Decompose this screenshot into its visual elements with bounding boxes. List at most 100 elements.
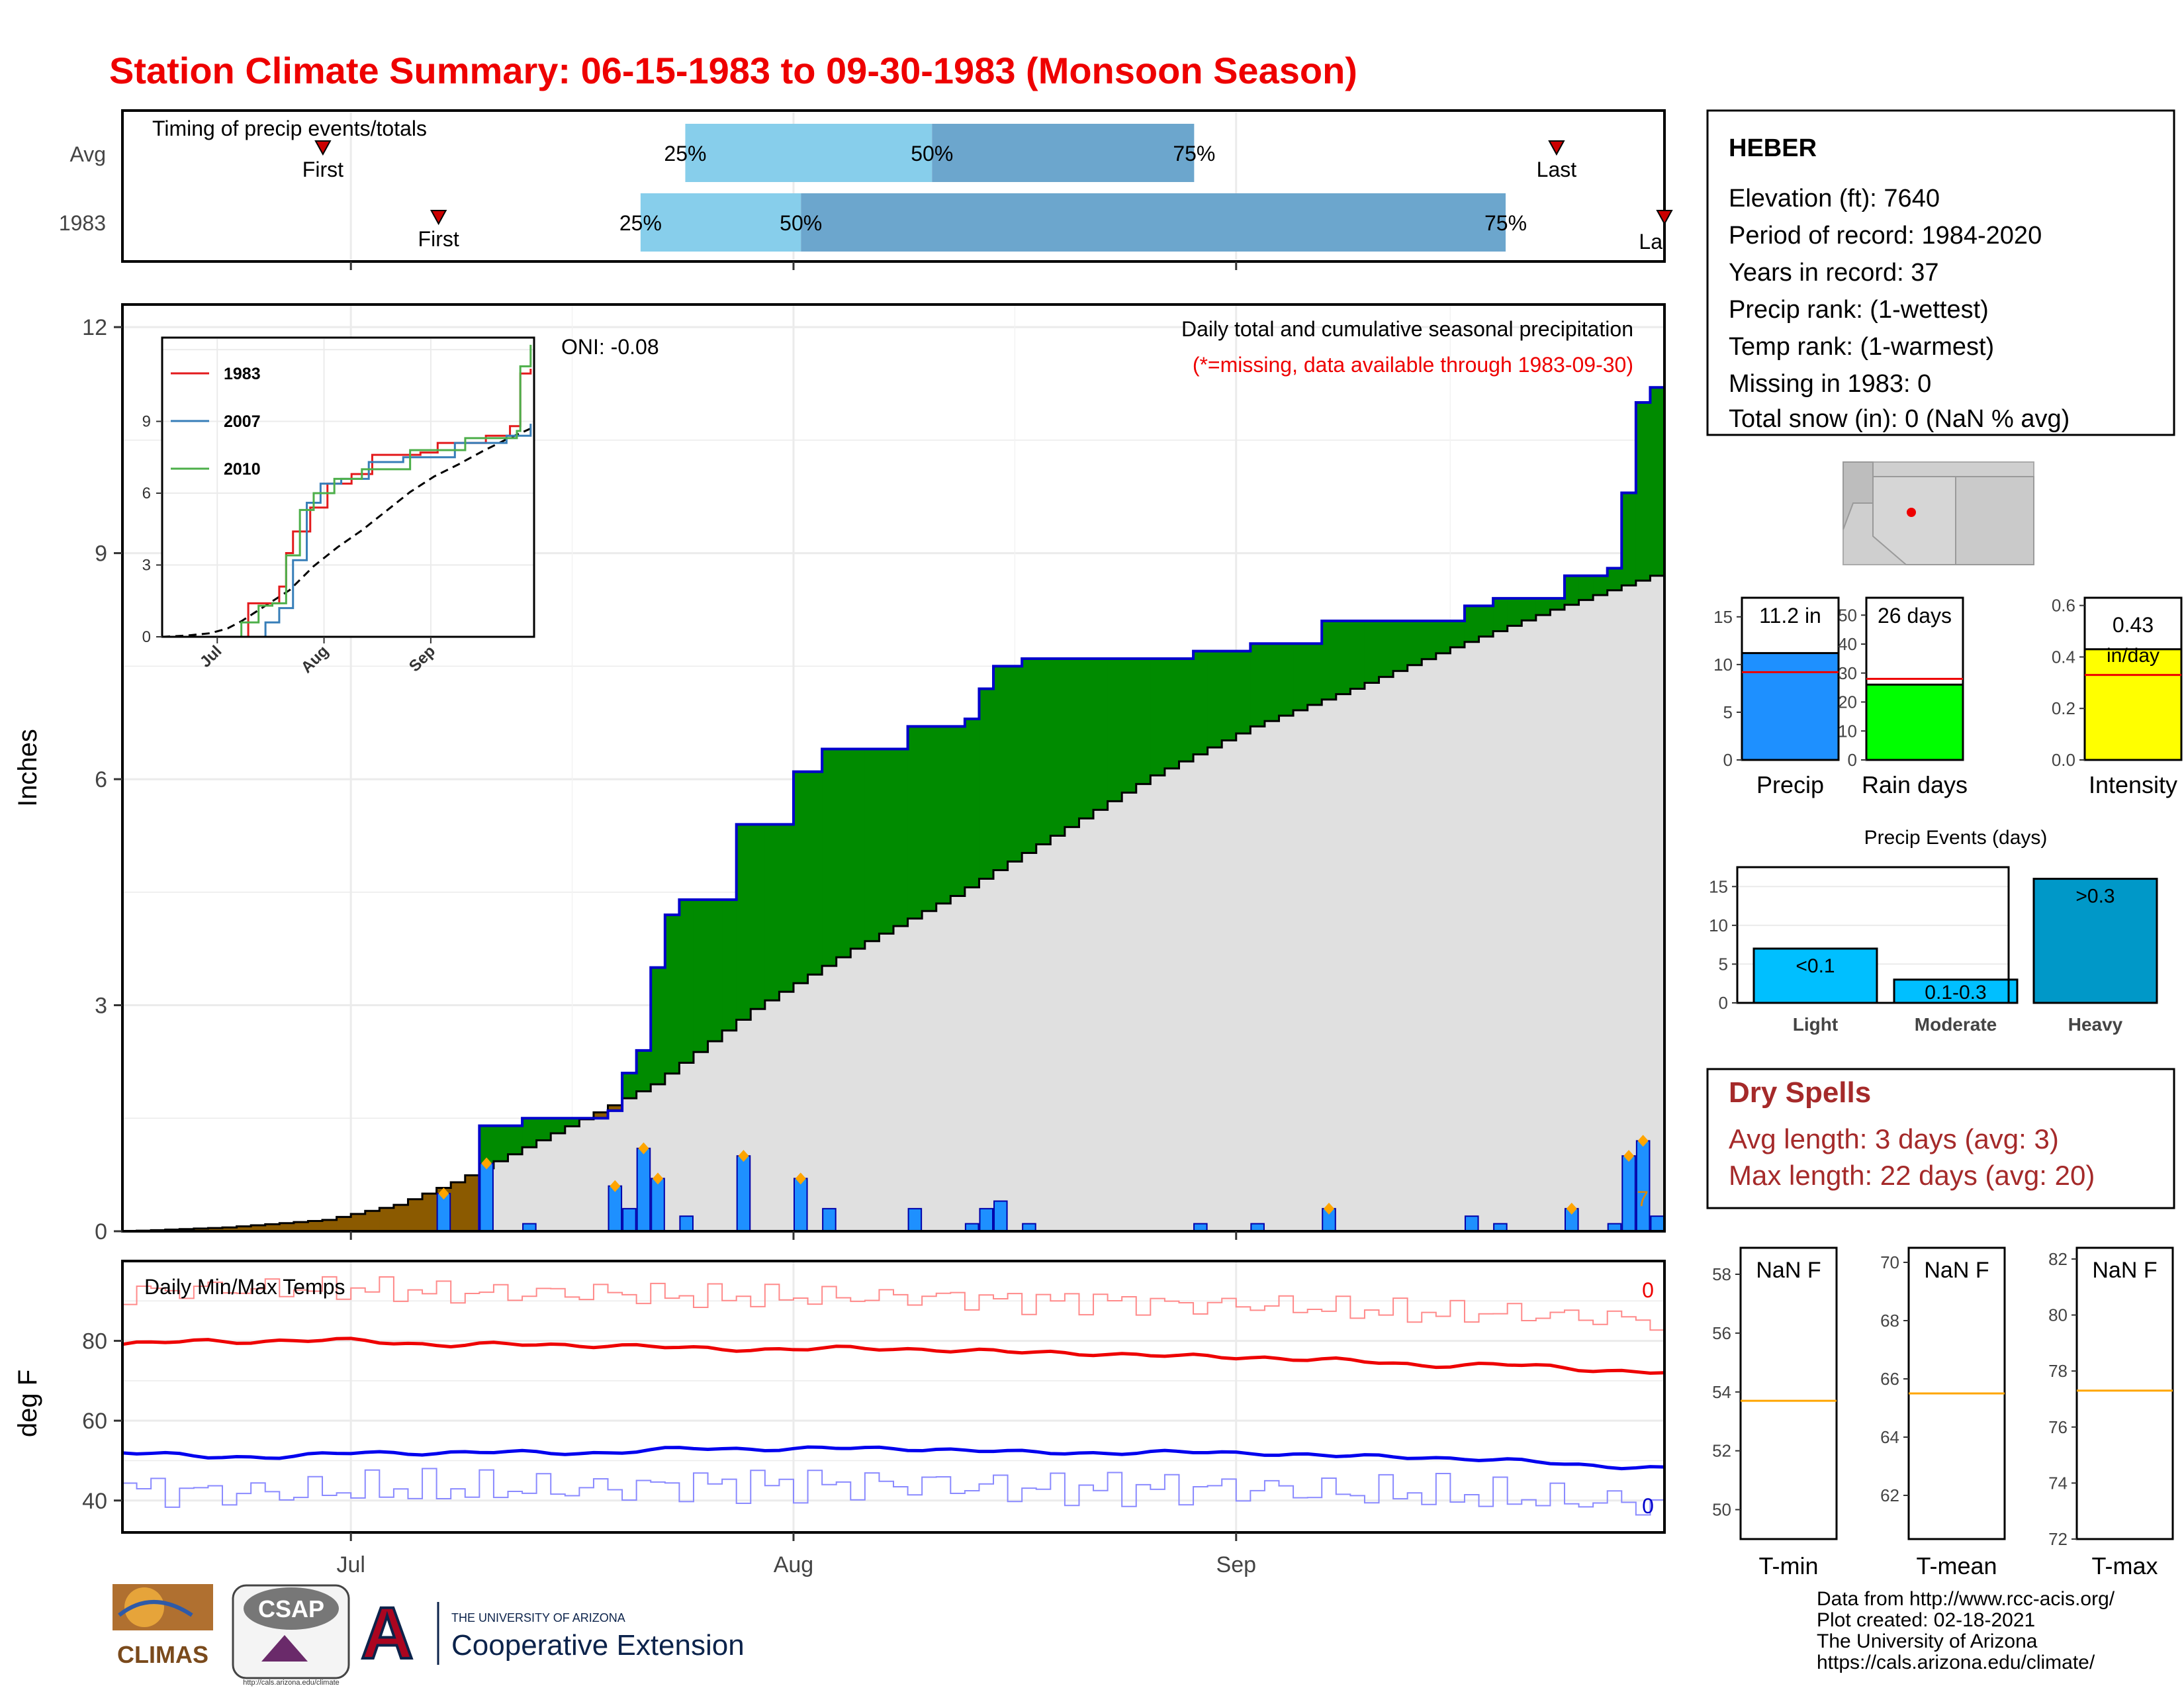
above-average-segment — [1364, 621, 1380, 683]
summary-y-tick-label: 20 — [1838, 692, 1857, 712]
dry-spells-title: Dry Spells — [1729, 1076, 1871, 1109]
above-average-segment — [850, 749, 866, 949]
station-line-missing: Missing in 1983: 0 — [1729, 370, 1931, 398]
csap-logo: CSAP http://cals.arizona.edu/climate — [232, 1584, 350, 1687]
daily-precip-bar — [1635, 1140, 1651, 1233]
coop-text: Cooperative Extension — [451, 1629, 745, 1662]
csap-logo-mountain — [261, 1635, 308, 1662]
events-bar-label: 0.1-0.3 — [1925, 982, 1986, 1004]
ua-small-text: THE UNIVERSITY OF ARIZONA — [451, 1611, 625, 1624]
heavy-day-marker — [1324, 1202, 1335, 1215]
timing-p25-label: 25% — [664, 142, 706, 165]
above-average-segment — [1350, 621, 1365, 689]
csap-logo-url: http://cals.arizona.edu/climate — [243, 1679, 340, 1687]
events-bar-label: <0.1 — [1796, 955, 1835, 977]
above-average-segment — [565, 1118, 580, 1127]
above-average-segment — [1007, 666, 1023, 862]
summary-y-tick-label: 30 — [1838, 663, 1857, 683]
above-average-segment — [751, 824, 766, 1009]
temp-box-y-tick-label: 66 — [1880, 1369, 1899, 1389]
above-average-segment — [1322, 621, 1337, 700]
above-average-segment — [1435, 621, 1451, 653]
climas-logo-sun — [124, 1587, 164, 1627]
first-event-marker — [430, 210, 447, 226]
inset-series-2007 — [162, 424, 532, 638]
above-average-segment — [651, 967, 666, 1085]
inset-plot-area — [162, 338, 534, 637]
above-average-segment — [1407, 621, 1422, 665]
heavy-day-marker — [638, 1142, 649, 1154]
precip-panel: 0 3 6 9 12 Inches ONI: -0.08 Daily total and… — [13, 303, 1666, 1244]
below-average-segment — [322, 1219, 338, 1231]
summary-y-tick-label: 0.2 — [2052, 698, 2075, 718]
precip-y-tick-label: 0 — [95, 1219, 107, 1244]
csap-logo-cloud — [244, 1587, 339, 1630]
timing-range-50-75 — [932, 124, 1195, 182]
events-title: Precip Events (days) — [1864, 827, 2048, 849]
below-average-segment — [393, 1205, 408, 1231]
temp-y-axis-label: deg F — [13, 1370, 42, 1437]
heavy-day-marker — [1566, 1202, 1577, 1215]
above-average-segment — [1535, 598, 1551, 616]
ua-a-mark: A — [361, 1593, 413, 1674]
inset-y-tick-label: 0 — [142, 628, 151, 646]
below-average-segment — [408, 1199, 423, 1231]
below-average-segment — [193, 1228, 208, 1231]
daily-precip-bar — [622, 1207, 637, 1232]
above-average-segment — [1179, 658, 1194, 762]
below-average-segment — [422, 1194, 437, 1231]
last-event-label: La — [1639, 230, 1662, 254]
temp-box-label: T-min — [1759, 1552, 1819, 1579]
avg-min-temp-line — [122, 1445, 1665, 1471]
daily-precip-bar — [1650, 1215, 1665, 1232]
heavy-day-marker — [610, 1180, 621, 1192]
missing-note: (*=missing, data available through 1983-… — [1193, 353, 1633, 377]
above-average-segment — [664, 914, 680, 1074]
below-average-segment — [336, 1217, 351, 1231]
events-y-tick-label: 0 — [1719, 993, 1728, 1013]
temp-min-missing: 0 — [1642, 1494, 1654, 1518]
above-average-segment — [707, 900, 723, 1042]
summary-y-tick-label: 0.0 — [2052, 750, 2075, 770]
temp-box-y-tick-label: 78 — [2048, 1361, 2068, 1381]
above-average-segment — [1093, 658, 1109, 810]
summary-value-unit: in/day — [2107, 645, 2160, 667]
inset-frame — [161, 336, 535, 638]
above-average-segment — [522, 1118, 537, 1148]
station-location-marker — [1907, 508, 1916, 517]
events-bar-label: >0.3 — [2075, 886, 2115, 908]
dry-spells-max: Max length: 22 days (avg: 20) — [1729, 1160, 2095, 1191]
above-average-segment — [1307, 643, 1322, 705]
above-average-segment — [1279, 643, 1294, 716]
above-average-segment — [1379, 621, 1394, 677]
summary-y-tick-label: 0 — [1848, 750, 1857, 770]
precip-events-chart: Precip Events (days) <0.1 Light 0.1-0.3 Mod… — [1709, 827, 2158, 1035]
events-y-tick-label: 10 — [1709, 915, 1728, 935]
avg-max-temp-line — [122, 1336, 1665, 1375]
above-average-segment — [1593, 575, 1608, 596]
above-average-segment — [1164, 658, 1179, 769]
station-line-elevation: Elevation (ft): 7640 — [1729, 185, 1940, 212]
above-average-segment — [1550, 598, 1565, 610]
above-average-segment — [1493, 598, 1508, 632]
summary-bar-rain-days — [1865, 683, 1964, 761]
above-average-segment — [536, 1118, 551, 1141]
events-y-tick-label: 15 — [1709, 876, 1728, 896]
above-average-segment — [1507, 598, 1522, 626]
heavy-day-marker — [653, 1172, 664, 1185]
timing-p50-label: 50% — [911, 142, 953, 165]
above-average-segment — [1479, 606, 1494, 637]
above-average-segment — [793, 771, 809, 984]
above-average-segment — [1650, 387, 1665, 576]
avg-cumulative-line — [122, 575, 1664, 1233]
summary-axis-label: Rain days — [1862, 771, 1968, 798]
temp-box-y-tick-label: 58 — [1712, 1264, 1731, 1284]
below-average-segment — [365, 1211, 380, 1231]
heavy-day-marker — [1637, 1135, 1649, 1147]
inset-y-tick-label: 3 — [142, 557, 151, 575]
heavy-day-marker — [1623, 1150, 1635, 1162]
heavy-day-marker — [795, 1172, 806, 1185]
above-average-segment — [1107, 658, 1122, 802]
below-average-segment — [279, 1223, 295, 1231]
